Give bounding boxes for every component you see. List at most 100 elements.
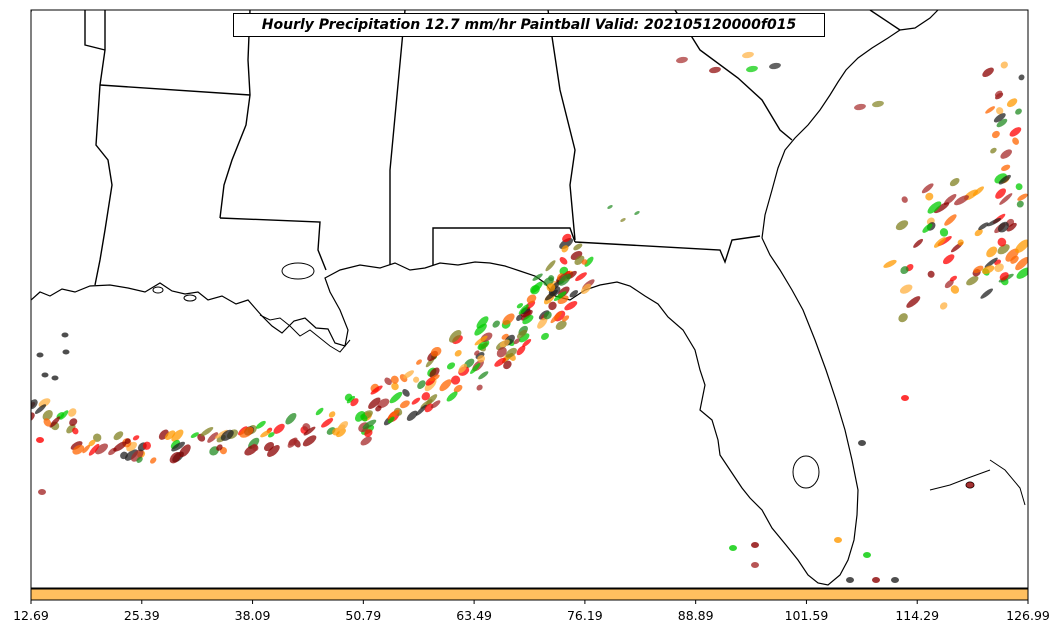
paintball-blob (834, 537, 842, 543)
paintball-blob (943, 194, 957, 205)
paintball-blob (581, 259, 588, 265)
paintball-blob (995, 188, 1006, 199)
lake-pontchartrain (281, 262, 315, 280)
paintball-blob (996, 118, 1008, 128)
paintball-blob (362, 419, 377, 429)
paintball-blob (709, 66, 721, 74)
paintball-blob (521, 310, 533, 321)
paintball-blob (474, 335, 488, 346)
paintball-blob (901, 196, 908, 203)
paintball-blob (470, 363, 481, 374)
paintball-blob (496, 347, 507, 358)
paintball-blob (939, 228, 949, 237)
paintball-blob (553, 291, 567, 301)
paintball-blob (95, 443, 108, 455)
paintball-blob (179, 444, 191, 457)
paintball-blob (267, 445, 280, 457)
paintball-blob (982, 265, 995, 275)
paintball-blob (421, 392, 431, 401)
paintball-blob (559, 237, 574, 250)
paintball-blob (302, 423, 311, 432)
paintball-blob (530, 284, 540, 295)
map-title: Hourly Precipitation 12.7 mm/hr Paintbal… (233, 13, 825, 37)
paintball-blob (942, 254, 955, 265)
paintball-blob (883, 259, 897, 268)
paintball-blob (980, 288, 994, 299)
paintball-blob (62, 349, 70, 355)
paintball-blob (451, 375, 461, 385)
paintball-blob (370, 385, 383, 395)
paintball-blob (898, 313, 908, 323)
gulf-coastline (31, 237, 859, 586)
colorbar-tick-label: 38.09 (234, 608, 271, 623)
paintball-blob (42, 410, 53, 421)
paintball-blob (561, 245, 569, 253)
paintball-blob (132, 435, 140, 441)
paintball-blob (446, 362, 456, 370)
state-borders (31, 10, 901, 286)
paintball-blob (996, 107, 1004, 115)
paintball-blob (978, 222, 989, 231)
paintball-blob (927, 201, 942, 214)
paintball-blob (336, 428, 346, 438)
paintball-blob (256, 420, 266, 429)
paintball-blob (38, 398, 51, 408)
paintball-blob (494, 357, 506, 367)
colorbar-tick-label: 25.39 (123, 608, 160, 623)
paintball-blob (368, 397, 381, 409)
paintball-blob (986, 246, 998, 258)
paintball-blob (913, 238, 924, 248)
precipitation-paintballs (31, 51, 1028, 583)
paintball-blob (997, 244, 1010, 255)
paintball-blob (458, 363, 468, 374)
paintball-blob (346, 395, 356, 404)
paintball-blob (454, 350, 462, 357)
paintball-blob (564, 301, 578, 311)
paintball-blob (575, 272, 587, 282)
paintball-blob (581, 283, 592, 294)
paintball-blob (69, 418, 78, 426)
paintball-blob (545, 260, 556, 272)
paintball-blob (1010, 255, 1019, 264)
paintball-blob (993, 113, 1006, 123)
paintball-blob (751, 562, 759, 568)
paintball-blob (285, 412, 297, 425)
paintball-blob (124, 438, 131, 444)
paintball-blob (476, 316, 489, 329)
colorbar-tick-label: 76.19 (566, 608, 603, 623)
paintball-blob (999, 272, 1009, 281)
paintball-blob (901, 395, 909, 401)
paintball-blob (573, 243, 583, 251)
paintball-blob (31, 412, 35, 422)
colorbar-tick-label: 63.49 (456, 608, 493, 623)
paintball-blob (584, 256, 594, 267)
paintball-blob (620, 218, 626, 222)
paintball-blob (503, 360, 512, 370)
paintball-blob (550, 311, 562, 324)
paintball-blob (985, 106, 995, 114)
paintball-blob (997, 237, 1007, 247)
paintball-blob (1016, 267, 1028, 279)
lake-okeechobee (792, 455, 820, 489)
paintball-blob (982, 67, 994, 78)
colorbar (30, 588, 1029, 601)
paintball-blob (858, 440, 866, 446)
paintball-blob (200, 426, 214, 437)
atlantic-coastline (761, 10, 939, 239)
paintball-blob (1016, 200, 1024, 208)
colorbar-tick-label: 126.99 (1006, 608, 1050, 623)
paintball-blob (891, 577, 899, 583)
paintball-blob (492, 320, 500, 328)
paintball-blob (390, 375, 399, 384)
paintball-blob (972, 186, 984, 197)
paintball-blob (190, 432, 199, 438)
paintball-blob (558, 273, 571, 286)
paintball-blob (453, 384, 463, 393)
paintball-blob (518, 304, 529, 315)
paintball-blob (998, 174, 1011, 185)
paintball-blob (354, 411, 366, 422)
paintball-blob (986, 218, 1001, 227)
paintball-blob (984, 257, 998, 268)
paintball-blob (846, 577, 854, 583)
